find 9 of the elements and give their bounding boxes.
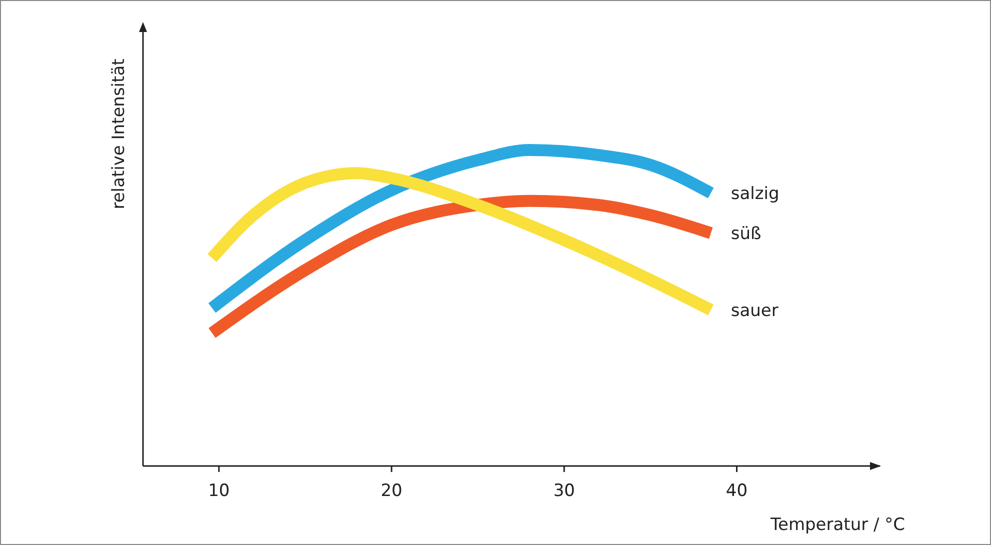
series-label: sauer: [730, 300, 778, 321]
x-tick-label: 10: [208, 481, 230, 501]
x-tick-label: 30: [553, 481, 575, 501]
x-axis-title: Temperatur / °C: [769, 515, 905, 535]
y-axis-title: relative Intensität: [109, 58, 129, 210]
x-tick-label: 20: [380, 481, 402, 501]
x-tick-label: 40: [726, 481, 748, 501]
series-label: süß: [730, 224, 762, 244]
series-label: salzig: [730, 184, 780, 204]
